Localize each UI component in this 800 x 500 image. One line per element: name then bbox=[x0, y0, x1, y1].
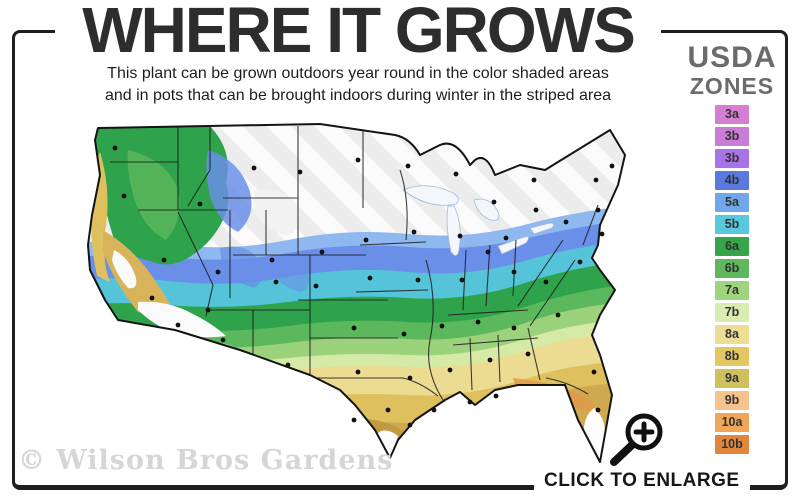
subtitle-line-1: This plant can be grown outdoors year ro… bbox=[107, 65, 609, 82]
legend-zone-swatch: 6b bbox=[715, 258, 749, 278]
legend-zone-swatch: 3a bbox=[715, 104, 749, 124]
legend-heading-zones: ZONES bbox=[689, 72, 775, 99]
legend-zone-swatch: 3b bbox=[715, 126, 749, 146]
legend-zone-swatch: 10b bbox=[715, 434, 749, 454]
legend-zone-swatch: 7b bbox=[715, 302, 749, 322]
subtitle: This plant can be grown outdoors year ro… bbox=[55, 63, 661, 106]
usda-zones-legend: USDA ZONES 3a 3b 3b 4b 5a 5b 6a 6b 7a 7b… bbox=[682, 42, 782, 454]
subtitle-line-2: and in pots that can be brought indoors … bbox=[104, 86, 612, 104]
us-outline bbox=[87, 123, 626, 463]
click-to-enlarge-button[interactable]: CLICK TO ENLARGE bbox=[534, 468, 750, 496]
header: WHERE IT GROWS This plant can be grown o… bbox=[55, 0, 661, 109]
us-hardiness-zone-map[interactable] bbox=[58, 110, 658, 477]
zone-bands-group bbox=[88, 124, 625, 462]
legend-zone-swatch: 9b bbox=[715, 390, 749, 410]
legend-heading-usda: USDA bbox=[687, 41, 777, 74]
legend-zone-swatch: 4b bbox=[715, 170, 749, 190]
page-title: WHERE IT GROWS bbox=[82, 0, 636, 66]
state-borders-group bbox=[110, 126, 599, 401]
legend-zone-swatch: 6a bbox=[715, 236, 749, 256]
zoom-in-icon[interactable] bbox=[602, 408, 668, 475]
city-dots-group bbox=[112, 145, 615, 428]
watermark: © Wilson Bros Gardens bbox=[18, 445, 394, 476]
legend-zone-swatch: 10a bbox=[715, 412, 749, 432]
legend-zone-swatch: 5a bbox=[715, 192, 749, 212]
legend-zone-swatch: 8a bbox=[715, 324, 749, 344]
legend-zone-swatch: 5b bbox=[715, 214, 749, 234]
zone-list: 3a 3b 3b 4b 5a 5b 6a 6b 7a 7b 8a 8b 9a 9… bbox=[682, 104, 782, 454]
legend-zone-swatch: 7a bbox=[715, 280, 749, 300]
legend-zone-swatch: 8b bbox=[715, 346, 749, 366]
legend-zone-swatch: 9a bbox=[715, 368, 749, 388]
legend-zone-swatch: 3b bbox=[715, 148, 749, 168]
great-lakes-group bbox=[402, 185, 554, 256]
